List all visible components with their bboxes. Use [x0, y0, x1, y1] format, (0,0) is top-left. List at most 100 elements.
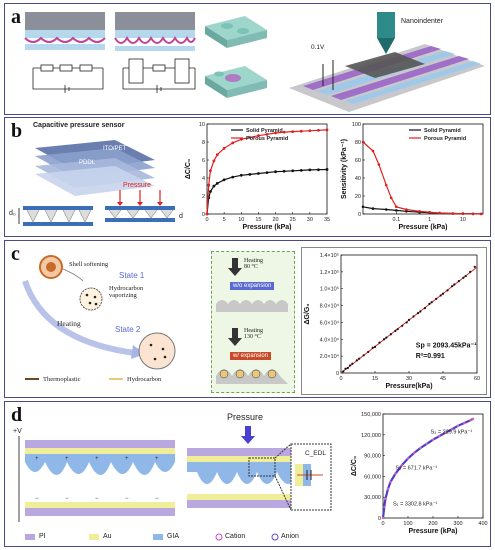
x-axis-label: Pressure(kPa)	[385, 383, 432, 390]
data-point	[464, 274, 467, 278]
y-axis-label: ΔC/C₀	[351, 456, 358, 476]
data-point	[405, 210, 408, 213]
data-point	[450, 428, 453, 431]
panel-letter-a: a	[11, 6, 21, 28]
svg-text:−: −	[95, 496, 99, 502]
svg-text:−: −	[65, 496, 69, 502]
data-point	[212, 159, 216, 163]
data-point	[418, 210, 421, 213]
y-tick-label: 30,000	[364, 495, 381, 501]
y-tick-label: 0	[336, 371, 339, 377]
svg-text:−: −	[155, 496, 159, 502]
data-point	[396, 328, 399, 331]
state2-label: State 2	[115, 325, 141, 334]
data-point	[351, 362, 354, 365]
series-line-porous	[362, 141, 482, 215]
heating-label: Heating	[57, 319, 81, 328]
y-axis-label: ΔG/G₀	[304, 303, 311, 324]
svg-text:+: +	[125, 456, 129, 462]
x-tick-label: 100	[403, 521, 412, 527]
data-point	[257, 134, 260, 138]
plot-frame	[340, 254, 478, 374]
data-point	[395, 205, 398, 209]
y-tick-label: 2.0×10⁴	[320, 353, 340, 360]
y-tick-label: 6.0×10⁴	[320, 319, 340, 326]
data-point	[361, 140, 365, 144]
data-point	[342, 370, 345, 373]
legend-cation: Cation	[225, 533, 246, 540]
data-point	[441, 292, 445, 295]
data-point	[248, 173, 252, 176]
x-tick-label: 400	[478, 521, 487, 527]
x-tick-label: 0	[381, 521, 384, 527]
y-tick-label: 20	[355, 194, 361, 200]
layer-ito-label: ITO/PET	[103, 146, 127, 152]
data-point	[299, 168, 303, 172]
data-point	[291, 169, 295, 173]
data-point	[215, 153, 219, 156]
y-tick-label: 8.0×10⁴	[320, 303, 340, 310]
x-tick-label: 0	[339, 376, 342, 382]
y-tick-label: 120,000	[361, 433, 381, 439]
data-point	[471, 212, 475, 216]
data-point	[299, 129, 303, 133]
data-point	[239, 173, 243, 177]
hydrocarbon-vaporizing-label: Hydrocarbon vaporizing	[109, 285, 144, 299]
y-tick-label: 60,000	[364, 474, 381, 480]
data-point	[469, 419, 472, 422]
x-tick-label: 60	[474, 376, 480, 382]
data-point	[348, 364, 352, 367]
data-point	[450, 285, 454, 288]
data-point	[407, 318, 411, 321]
data-point	[428, 302, 431, 305]
data-point	[394, 472, 397, 475]
pressure-arrow-label: Pressure	[123, 182, 152, 189]
slope-annotation: S₂ = 671.7 kPa⁻¹	[396, 465, 438, 471]
data-point	[431, 438, 435, 441]
data-point	[231, 141, 235, 145]
x-tick-label: 10	[238, 217, 244, 223]
panel-a-illustration	[24, 12, 485, 112]
y-tick-label: 1.2×10⁵	[320, 269, 339, 276]
data-point	[344, 367, 347, 370]
data-point	[457, 280, 460, 283]
data-point	[384, 208, 388, 211]
data-point	[367, 350, 370, 354]
y-tick-label: 6	[202, 158, 205, 164]
data-point	[456, 424, 460, 427]
data-point	[419, 446, 422, 450]
data-point	[346, 366, 349, 370]
d-label: d	[179, 213, 183, 220]
data-point	[222, 178, 226, 182]
data-point	[395, 209, 398, 212]
legend-label: Porous Pyramid	[246, 136, 288, 142]
data-point	[377, 163, 381, 166]
data-point	[265, 132, 269, 136]
data-point	[462, 276, 465, 279]
data-point	[461, 212, 465, 216]
data-point	[282, 130, 286, 134]
legend-hydrocarbon: Hydrocarbon	[127, 376, 162, 383]
data-point	[383, 505, 386, 509]
y-tick-label: 40	[355, 176, 361, 182]
data-point	[423, 307, 426, 310]
x-tick-label: 30	[307, 217, 313, 223]
data-point	[405, 208, 408, 211]
data-point	[274, 131, 277, 135]
data-point	[361, 205, 365, 209]
y-tick-label: 80	[355, 140, 361, 146]
data-point	[389, 196, 393, 200]
data-point	[384, 497, 387, 500]
panel-letter-c: c	[11, 243, 20, 265]
d0-label: d₀	[9, 210, 16, 217]
data-point	[413, 451, 416, 455]
legend-label: Porous Pyramid	[424, 136, 466, 142]
y-tick-label: 150,000	[361, 412, 381, 418]
slope-annotation: S₃ = 229.9 kPa⁻¹	[431, 429, 473, 435]
data-point	[385, 336, 388, 339]
layer-pddl-label: PDDL	[79, 160, 96, 166]
svg-text:+: +	[95, 456, 99, 462]
voltage-label: 0.1V	[311, 44, 325, 51]
